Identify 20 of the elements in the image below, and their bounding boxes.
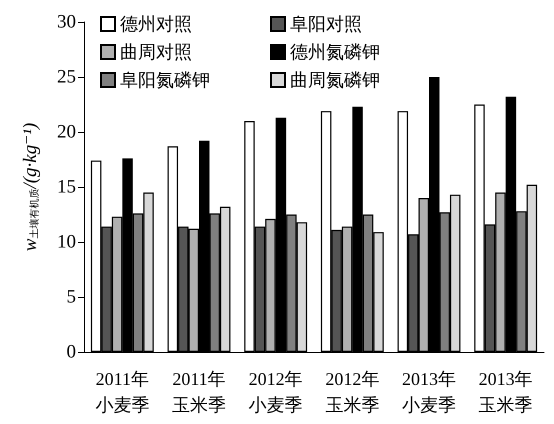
x-tick-label: 2012年玉米季 [325, 369, 380, 415]
y-tick-label: 25 [57, 66, 76, 88]
y-tick-label: 20 [57, 122, 76, 142]
y-tick-label: 15 [57, 176, 76, 198]
x-tick-label: 2012年小麦季 [248, 369, 303, 415]
y-axis-title: w土壤有机质/(g·kg⁻¹) [20, 122, 41, 252]
legend-label: 德州氮磷钾 [290, 42, 380, 62]
y-tick-label: 5 [66, 286, 76, 308]
y-tick-label: 10 [57, 232, 76, 252]
y-tick-label: 30 [57, 12, 76, 32]
x-tick-label: 2011年小麦季 [95, 369, 150, 415]
y-tick-label: 0 [66, 342, 76, 362]
legend-label: 曲周对照 [120, 42, 192, 62]
x-tick-label: 2013年玉米季 [478, 369, 533, 415]
x-tick-label: 2013年小麦季 [402, 369, 456, 415]
legend-label: 阜阳对照 [290, 14, 362, 34]
legend-label: 德州对照 [120, 14, 192, 34]
legend-label: 曲周氮磷钾 [290, 70, 380, 90]
x-tick-label: 2011年玉米季 [172, 369, 226, 415]
legend-label: 阜阳氮磷钾 [120, 70, 210, 90]
